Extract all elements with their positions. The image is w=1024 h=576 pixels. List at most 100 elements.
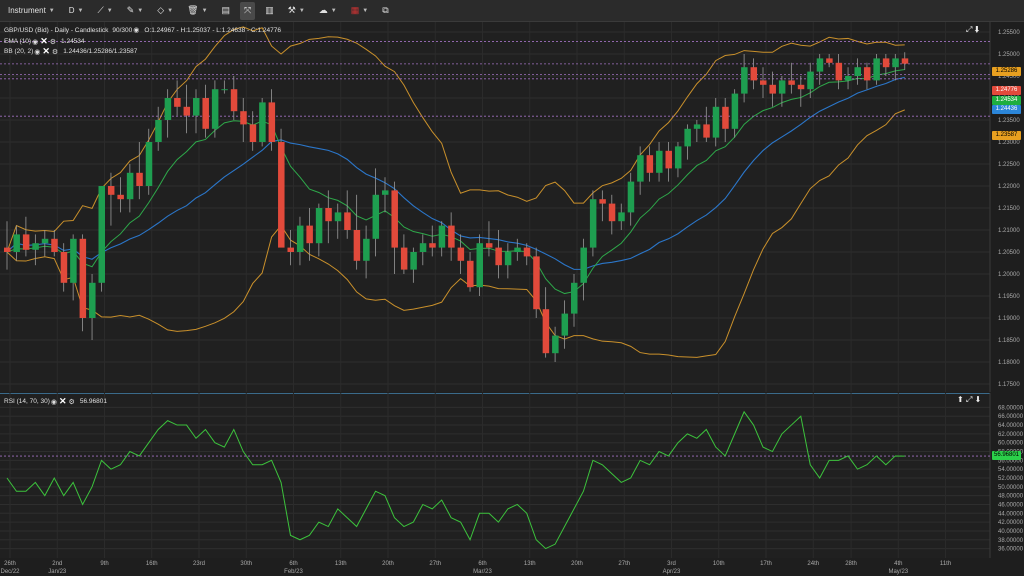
candle-body [259,102,266,142]
close-icon[interactable]: ✕ [59,396,67,406]
ema-line [6,69,905,295]
chart-controls: ⤢ ⬇ [966,25,980,35]
price-tick-label: 1.21500 [998,206,1020,212]
time-axis-bg [0,558,1024,576]
gear-icon[interactable]: ⚙ [68,398,75,406]
rsi-tick-label: 60.00000 [998,441,1024,447]
chevron-down-icon: ▼ [298,7,305,14]
arrow-up-icon[interactable]: ⬆ [957,395,964,404]
price-tick-label: 1.25500 [998,30,1020,36]
price-tick-label: 1.19000 [998,316,1020,322]
price-chart-canvas[interactable]: 1.255001.250001.245001.240001.235001.230… [0,22,1024,392]
layout-icon: ▤ [221,5,231,15]
candle-body [580,247,587,283]
close-icon[interactable]: ✕ [42,46,50,56]
counter: 90/300 [112,26,133,34]
candle-body [684,128,691,147]
time-tick-label: 30th [240,561,252,567]
close-icon[interactable]: ✕ [40,36,48,46]
layout-button[interactable]: ▤ [218,2,235,20]
rsi-line [6,410,905,550]
pencil-menu[interactable]: ✎ ▼ [123,2,148,20]
timeframe-menu[interactable]: D ▼ [65,2,88,20]
eye-icon[interactable]: ◉ [133,27,140,34]
candle-body [476,243,483,288]
price-chart[interactable]: 1.255001.250001.245001.240001.235001.230… [0,22,1024,392]
candle-body [164,98,172,120]
time-axis-canvas: 26th Dec/22 2nd Jan/23 9th 16th 23rd 30th 6th Feb… [0,558,1024,576]
rsi-tick-label: 56.00000 [998,458,1024,464]
candle-body [325,208,332,222]
eye-icon[interactable]: ◉ [32,38,39,46]
candle-body [722,106,729,129]
popout-button[interactable]: ⧉ [378,2,392,20]
candle-body [826,58,833,63]
candle-body [816,58,824,72]
indicators-button[interactable]: ▥ [261,2,278,20]
candle-body [892,58,899,68]
time-tick-month: Dec/22 [0,569,20,575]
eye-icon[interactable]: ◉ [34,48,41,56]
expand-icon[interactable]: ⤢ [965,395,973,404]
language-menu[interactable]: ▦ ▼ [347,2,372,20]
rsi-plot-area [0,393,990,558]
price-tick-label: 1.22000 [998,184,1020,190]
candle-body [410,252,417,270]
rsi-tick-label: 64.00000 [998,423,1024,429]
time-tick-label: 16th [146,561,158,567]
price-tick-label: 1.23000 [998,140,1020,146]
candle-body [835,62,843,81]
candle-body [202,98,209,129]
rsi-tick-label: 52.00000 [998,476,1024,482]
rsi-chart[interactable]: 68.00000 66.00000 64.00000 62.00000 60.00000… [0,393,1024,558]
candle-body [221,89,228,91]
candle-body [4,247,11,252]
candle-body [211,89,219,129]
ema-tag: 1.24534 [992,96,1021,105]
weather-icon: ☁ [318,5,328,15]
candle-body [126,172,134,200]
trash-menu[interactable]: 🗑 ▼ [183,2,211,20]
bb-upper-tag: 1.25286 [992,67,1021,76]
time-tick-label: 2nd [52,561,62,567]
time-tick-label: 23rd [193,561,205,567]
arrow-down-icon[interactable]: ⬇ [974,25,980,34]
chevron-down-icon: ▼ [362,7,369,14]
trend-line-icon: ⟋ [97,5,104,15]
price-tick-label: 1.22500 [998,162,1020,168]
candle-body [174,98,181,107]
candle-body [788,80,795,85]
arrow-down-icon[interactable]: ⬇ [974,395,982,404]
time-tick-label: 20th [571,561,583,567]
tools-menu[interactable]: ⚒ ▼ [284,2,309,20]
instrument-menu[interactable]: Instrument ▼ [4,2,59,20]
candle-body [731,93,739,129]
rsi-chart-canvas[interactable]: 68.00000 66.00000 64.00000 62.00000 60.00000… [0,393,1024,558]
chevron-down-icon: ▼ [201,7,208,14]
time-tick-label: 28th [845,561,857,567]
bb-legend: BB (20, 2) ◉ ✕ ⚙ 1.24436/1.25286/1.23587 [4,46,137,57]
fit-screen-button[interactable]: ⤧ [240,1,256,20]
shapes-menu[interactable]: ◇ ▼ [153,2,177,20]
bb-middle-line [6,76,905,270]
time-tick-label: 9th [100,561,108,567]
time-tick-label: 26th [4,561,16,567]
drawing-line-menu[interactable]: ⟋ ▼ [93,2,116,20]
theme-menu[interactable]: ☁ ▼ [315,2,341,20]
gear-icon[interactable]: ⚙ [49,38,57,46]
candle-body [89,282,96,318]
candle-body [372,194,380,239]
gear-icon[interactable]: ⚙ [51,48,59,56]
eye-icon[interactable]: ◉ [50,398,57,406]
candle-body [334,212,342,222]
rsi-tick-label: 66.00000 [998,414,1024,420]
candle-body [750,67,758,81]
candle-body [901,58,909,64]
rsi-tag: 56.96801 [992,451,1021,460]
candle-body [637,155,644,182]
rsi-tick-label: 38.00000 [998,538,1024,544]
expand-icon[interactable]: ⤢ [966,25,973,34]
rsi-legend: RSI (14, 70, 30) ◉ ✕ ⚙ 56.96801 [4,396,107,407]
chevron-down-icon: ▼ [330,7,337,14]
time-tick-month: Mar/23 [473,569,492,575]
